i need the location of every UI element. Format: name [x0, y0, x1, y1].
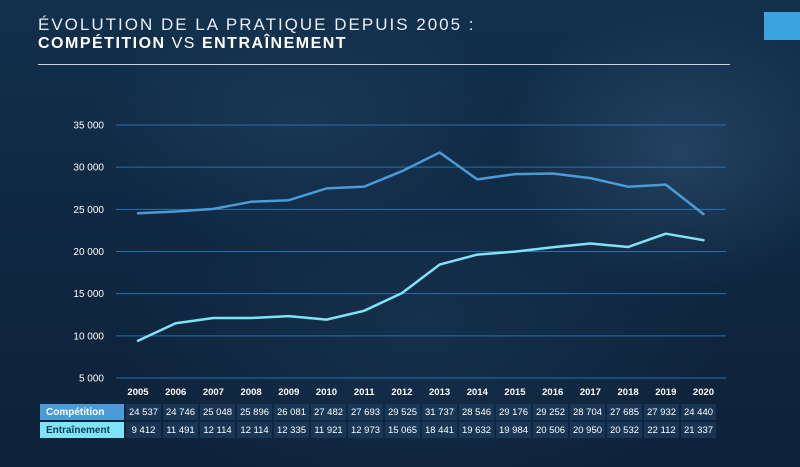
table-cell: 18 441 — [422, 422, 457, 438]
x-tick-label: 2017 — [580, 387, 601, 398]
y-tick-label: 30 000 — [73, 163, 104, 174]
table-cell: 11 921 — [311, 422, 346, 438]
table-cell: 25 048 — [200, 404, 235, 420]
accent-corner-box — [764, 12, 800, 40]
table-cell: 26 081 — [274, 404, 309, 420]
table-cell: 24 440 — [681, 404, 716, 420]
y-tick-label: 35 000 — [73, 121, 104, 132]
table-cell: 28 704 — [570, 404, 605, 420]
table-cell: 29 252 — [533, 404, 568, 420]
series-line-competition — [136, 151, 705, 216]
x-tick-label: 2008 — [241, 387, 262, 398]
y-tick-label: 20 000 — [73, 247, 104, 258]
y-tick-label: 25 000 — [73, 205, 104, 216]
x-tick-label: 2009 — [278, 387, 299, 398]
table-cell: 9 412 — [126, 422, 161, 438]
subtitle-entrainement: ENTRAÎNEMENT — [201, 35, 348, 52]
chart-title: ÉVOLUTION DE LA PRATIQUE DEPUIS 2005 : — [38, 15, 476, 34]
table-cell: 22 112 — [644, 422, 679, 438]
subtitle-competition: COMPÉTITION — [38, 35, 166, 52]
table-cell: 29 525 — [385, 404, 420, 420]
x-tick-label: 2013 — [429, 387, 450, 398]
x-tick-label: 2015 — [504, 387, 526, 398]
y-tick-label: 15 000 — [73, 289, 104, 300]
table-cell: 20 950 — [570, 422, 605, 438]
table-cell: 15 065 — [385, 422, 420, 438]
x-tick-label: 2006 — [165, 387, 186, 398]
x-tick-label: 2018 — [618, 387, 639, 398]
x-tick-label: 2011 — [354, 387, 375, 398]
table-cell: 20 506 — [533, 422, 568, 438]
table-cell: 24 746 — [163, 404, 198, 420]
y-tick-label: 5 000 — [79, 374, 104, 385]
line-chart: 35 000 30 000 25 000 20 000 15 000 10 000 5 00… — [73, 121, 726, 398]
title-divider — [38, 64, 730, 65]
table-cell: 27 685 — [607, 404, 642, 420]
x-tick-label: 2014 — [467, 387, 489, 398]
row-label-entrainement: Entraînement — [40, 422, 124, 438]
x-tick-label: 2005 — [127, 387, 149, 398]
x-tick-label: 2012 — [391, 387, 412, 398]
table-cell: 27 693 — [348, 404, 383, 420]
data-table: Compétition 24 537 24 746 25 048 25 896 26 0… — [38, 402, 718, 440]
chart-subtitle: COMPÉTITION VS ENTRAÎNEMENT — [38, 35, 347, 53]
row-label-competition: Compétition — [40, 404, 124, 420]
table-cell: 12 335 — [274, 422, 309, 438]
table-cell: 28 546 — [459, 404, 494, 420]
table-cell: 27 932 — [644, 404, 679, 420]
table-cell: 27 482 — [311, 404, 346, 420]
y-tick-label: 10 000 — [73, 331, 104, 342]
table-cell: 31 737 — [422, 404, 457, 420]
x-tick-label: 2016 — [542, 387, 563, 398]
table-cell: 12 114 — [200, 422, 235, 438]
table-cell: 19 984 — [496, 422, 531, 438]
table-cell: 25 896 — [237, 404, 272, 420]
table-cell: 11 491 — [163, 422, 198, 438]
table-cell: 12 973 — [348, 422, 383, 438]
table-cell: 19 632 — [459, 422, 494, 438]
table-cell: 21 337 — [681, 422, 716, 438]
series-line-entrainement — [136, 232, 705, 343]
x-tick-label: 2010 — [316, 387, 337, 398]
subtitle-vs: VS — [171, 35, 196, 52]
x-tick-label: 2007 — [203, 387, 224, 398]
table-cell: 29 176 — [496, 404, 531, 420]
table-cell: 12 114 — [237, 422, 272, 438]
x-tick-label: 2020 — [693, 387, 714, 398]
table-cell: 20 532 — [607, 422, 642, 438]
x-tick-label: 2019 — [655, 387, 676, 398]
table-row-entrainement: Entraînement 9 412 11 491 12 114 12 114 12 3… — [40, 422, 716, 438]
table-row-competition: Compétition 24 537 24 746 25 048 25 896 26 0… — [40, 404, 716, 420]
table-cell: 24 537 — [126, 404, 161, 420]
